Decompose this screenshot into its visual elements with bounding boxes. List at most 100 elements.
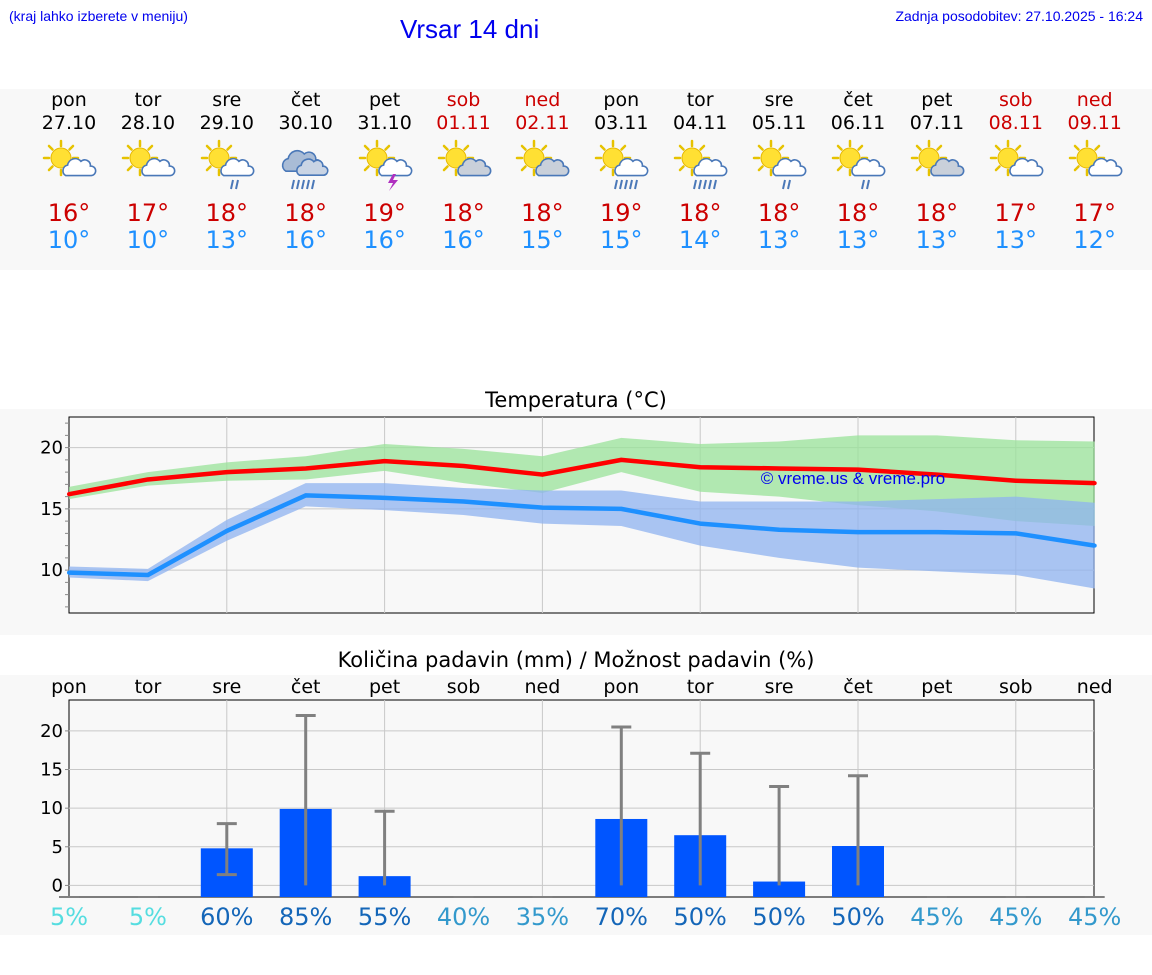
day-name: ned [1076, 89, 1113, 111]
temp-min: 13° [836, 226, 880, 254]
precip-day-label: sob [999, 676, 1033, 698]
temp-max: 18° [205, 199, 249, 227]
max-temp-point [698, 465, 703, 470]
temp-max: 17° [126, 199, 170, 227]
day-name: čet [843, 89, 873, 111]
precip-day-label: tor [134, 676, 162, 698]
day-date: 03.11 [594, 112, 649, 134]
day-name: sob [999, 89, 1033, 111]
y-tick-label: 10 [40, 798, 63, 819]
min-temp-point [698, 521, 703, 526]
y-tick-label: 5 [52, 837, 63, 858]
day-name: pon [603, 89, 640, 111]
last-updated: Zadnja posodobitev: 27.10.2025 - 16:24 [895, 8, 1143, 24]
min-temp-point [777, 527, 782, 532]
min-temp-point [67, 570, 71, 575]
temp-min: 12° [1073, 226, 1116, 254]
day-date: 06.11 [830, 112, 886, 134]
watermark: © vreme.us & vreme.pro [761, 469, 945, 488]
max-temp-point [619, 457, 624, 462]
min-temp-point [934, 530, 939, 535]
temp-max: 16° [47, 199, 91, 227]
temp-min: 16° [363, 226, 406, 254]
precip-day-label: pet [368, 676, 401, 698]
max-temp-point [224, 470, 229, 475]
max-temp-point [1092, 481, 1097, 486]
temp-min: 16° [442, 226, 485, 254]
temp-max: 18° [678, 199, 722, 227]
precip-probability: 85% [279, 903, 333, 931]
precip-probability: 45% [989, 903, 1043, 931]
temp-min: 10° [126, 226, 170, 254]
max-temp-point [540, 472, 545, 477]
max-temp-point [1013, 478, 1018, 483]
y-tick-label: 20 [40, 721, 63, 742]
day-date: 01.11 [436, 112, 491, 134]
max-temp-point [461, 464, 466, 468]
location-hint[interactable]: (kraj lahko izberete v meniju) [9, 8, 188, 24]
sun-cloud-icon [989, 139, 1044, 177]
min-temp-point [382, 495, 387, 500]
min-temp-point [1013, 531, 1018, 536]
precip-day-label: pet [921, 676, 953, 698]
precip-probability: 70% [594, 903, 648, 931]
min-temp-line [68, 493, 1096, 578]
precip-probability: 50% [831, 903, 885, 931]
precip-probability: 50% [752, 903, 806, 931]
y-tick-label: 20 [40, 438, 63, 459]
day-date: 28.10 [120, 112, 176, 134]
max-temp-point [856, 467, 860, 472]
cloud-rain-icon [281, 149, 329, 190]
day-date: 07.11 [909, 112, 965, 134]
day-date: 31.10 [357, 112, 412, 134]
day-name: ned [524, 89, 561, 111]
temp-max: 18° [836, 199, 880, 227]
sun-cloud-rain-icon [752, 139, 807, 190]
sun-grey-cloud-icon [516, 139, 570, 177]
min-temp-point [856, 530, 860, 535]
max-temp-point [777, 466, 782, 471]
min-temp-point [1092, 543, 1097, 548]
sun-grey-cloud-icon [910, 139, 965, 177]
temp-max: 19° [363, 199, 406, 227]
day-name: pet [368, 89, 401, 111]
temp-max: 18° [442, 199, 485, 227]
sun-cloud-icon [1068, 139, 1123, 177]
max-temp-line [68, 457, 1095, 497]
precip-probability: 50% [673, 903, 727, 931]
temp-max: 18° [521, 199, 564, 227]
min-temp-point [461, 499, 466, 504]
y-tick-label: 0 [52, 875, 63, 896]
precip-day-label: pon [51, 676, 87, 698]
max-temp-point [934, 472, 939, 477]
temp-min: 13° [994, 226, 1038, 254]
y-tick-label: 15 [40, 760, 63, 781]
precip-day-label: pon [603, 676, 640, 698]
temp-min: 16° [284, 226, 327, 254]
precip-day-label: ned [1076, 676, 1113, 698]
max-temp-point [382, 459, 387, 464]
sun-cloud-icon [121, 139, 176, 177]
temp-min: 15° [521, 226, 564, 254]
max-temp-point [67, 492, 71, 497]
day-name: tor [686, 89, 714, 111]
day-date: 05.11 [751, 112, 807, 134]
precip-day-label: tor [686, 676, 714, 698]
y-tick-label: 10 [40, 560, 63, 581]
day-date: 27.10 [41, 112, 97, 134]
sun-cloud-heavy-rain-icon [595, 139, 649, 190]
sun-cloud-rain-icon [200, 139, 255, 190]
day-date: 04.11 [672, 112, 728, 134]
precip-probability: 60% [200, 903, 254, 931]
day-name: pet [921, 89, 953, 111]
temp-min: 15° [600, 226, 643, 254]
page-title: Vrsar 14 dni [400, 14, 540, 44]
day-name: tor [134, 89, 162, 111]
precip-day-label: sre [212, 676, 242, 698]
precip-day-label: sre [764, 676, 794, 698]
temp-max: 18° [915, 199, 959, 227]
precipitation-chart: 0 5 10 15 20 [40, 699, 1105, 898]
max-temp-point [145, 477, 150, 482]
temp-min: 13° [757, 226, 801, 254]
min-temp-point [303, 493, 308, 498]
